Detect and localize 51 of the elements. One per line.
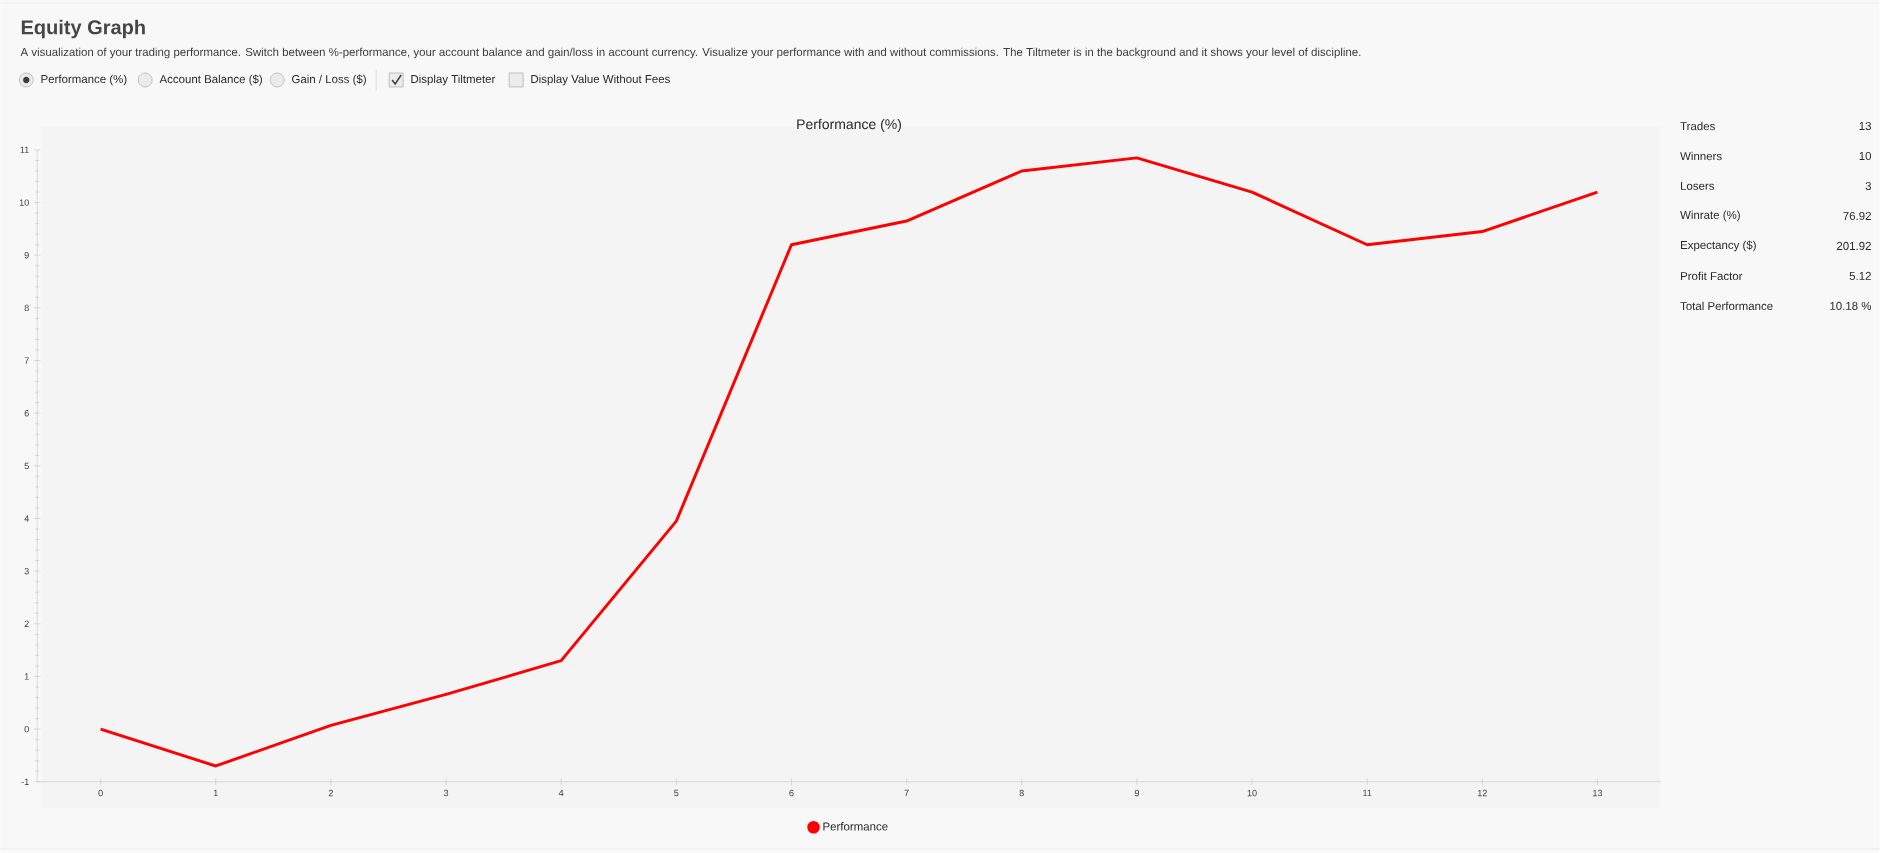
text: 10.18 % xyxy=(1830,301,1872,311)
chart-title: Performance (%) xyxy=(797,119,902,133)
y-tick-label: 9 xyxy=(24,252,29,259)
text: Display Tiltmeter xyxy=(411,74,496,86)
text: A visualization of your trading performance. Switch between %-performance, your account balance and gain/loss in account currency. Visualize your performance with and without commissions. The Tiltmeter is in the background and it shows your level of discipline. xyxy=(20,47,1361,59)
y-tick-label: 2 xyxy=(24,620,29,628)
x-tick-label: 9 xyxy=(1134,789,1139,797)
text: 201.92 xyxy=(1837,242,1871,251)
x-tick-label: 1 xyxy=(213,789,218,797)
x-tick-label: 0 xyxy=(98,789,103,797)
y-tick-label: 11 xyxy=(20,146,29,154)
x-tick-label: 7 xyxy=(904,789,909,797)
text: Total Performance xyxy=(1680,301,1773,311)
text: Performance (%) xyxy=(41,74,127,86)
text: 5.12 xyxy=(1849,271,1871,281)
x-tick-label: 3 xyxy=(443,789,449,797)
text: Trades xyxy=(1680,121,1715,131)
y-tick-label: 5 xyxy=(24,462,29,470)
x-tick-label: 2 xyxy=(328,789,333,797)
x-tick-label: 8 xyxy=(1019,789,1024,797)
text: 76.92 xyxy=(1843,212,1871,221)
legend-label: Performance xyxy=(823,822,888,831)
text: Account Balance ($) xyxy=(159,74,262,86)
text: Profit Factor xyxy=(1681,271,1743,281)
x-tick-label: 4 xyxy=(558,789,564,797)
text: Equity Graph xyxy=(21,19,145,39)
text: Losers xyxy=(1681,182,1715,191)
text: Display Value Without Fees xyxy=(531,74,670,86)
text: Expectancy ($) xyxy=(1681,240,1756,252)
x-tick-label: 6 xyxy=(789,789,794,797)
x-tick-label: 13 xyxy=(1593,789,1603,797)
text: Winrate (%) xyxy=(1680,210,1740,222)
x-tick-label: 12 xyxy=(1477,789,1487,797)
y-tick-label: 3 xyxy=(24,568,29,575)
y-tick-label: 0 xyxy=(24,726,29,733)
x-tick-label: 10 xyxy=(1247,789,1257,797)
y-tick-label: 1 xyxy=(24,673,29,680)
text: 10 xyxy=(1859,152,1872,161)
x-tick-label: 5 xyxy=(674,789,679,797)
x-tick-label: 11 xyxy=(1363,789,1372,797)
y-tick-label: 8 xyxy=(24,304,29,312)
text: Gain / Loss ($) xyxy=(292,74,366,86)
line-series xyxy=(99,156,1599,768)
text: 13 xyxy=(1859,122,1871,131)
y-tick-label: 4 xyxy=(24,515,29,522)
text: 3 xyxy=(1865,182,1871,191)
y-tick-label: 10 xyxy=(19,199,29,206)
y-tick-label: 7 xyxy=(24,357,29,364)
y-tick-label: 6 xyxy=(24,410,29,417)
y-tick-label: -1 xyxy=(21,778,29,786)
text: Winners xyxy=(1680,151,1722,161)
